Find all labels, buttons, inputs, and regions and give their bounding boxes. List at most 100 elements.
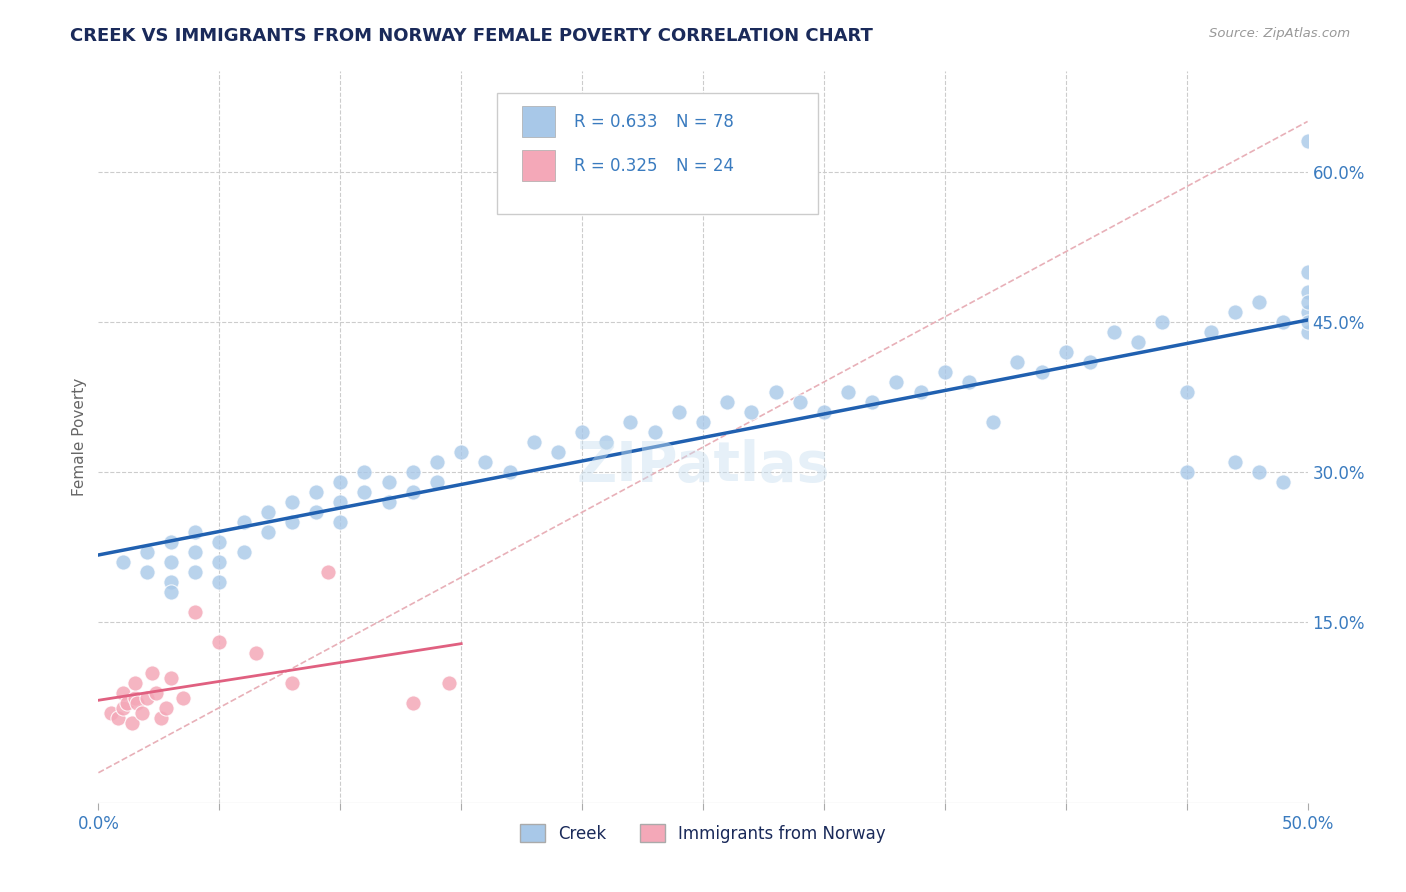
Point (1102, 325, 1125, 339)
Text: ZIPatlas: ZIPatlas (576, 440, 830, 493)
Point (377, 475, 399, 490)
Point (692, 415, 714, 429)
Point (160, 575, 183, 590)
Point (329, 515, 352, 529)
Point (1031, 365, 1053, 379)
Point (437, 675, 460, 690)
Point (160, 585, 183, 599)
Point (124, 675, 146, 690)
Point (1296, 294, 1319, 309)
Point (402, 485, 425, 500)
Point (100, 706, 122, 720)
Point (1296, 285, 1319, 299)
Point (353, 485, 375, 500)
Point (981, 415, 1004, 429)
Text: Source: ZipAtlas.com: Source: ZipAtlas.com (1209, 27, 1350, 40)
Point (716, 395, 738, 409)
Point (644, 425, 666, 439)
Point (377, 495, 399, 509)
Point (1175, 384, 1198, 399)
Point (107, 711, 129, 725)
Point (1272, 475, 1295, 490)
Text: R = 0.633: R = 0.633 (574, 112, 657, 131)
Point (155, 700, 177, 714)
Point (127, 696, 149, 710)
Point (474, 455, 496, 469)
Point (1054, 345, 1077, 359)
Legend: Creek, Immigrants from Norway: Creek, Immigrants from Norway (513, 818, 893, 849)
Point (208, 635, 231, 649)
Point (1199, 325, 1222, 339)
Point (740, 405, 762, 419)
Point (281, 495, 304, 509)
Point (145, 685, 167, 699)
Point (860, 395, 883, 409)
Point (353, 465, 375, 479)
Point (957, 375, 980, 389)
Text: CREEK VS IMMIGRANTS FROM NORWAY FEMALE POVERTY CORRELATION CHART: CREEK VS IMMIGRANTS FROM NORWAY FEMALE P… (70, 27, 873, 45)
Point (117, 696, 139, 710)
Text: N = 24: N = 24 (676, 157, 734, 175)
Point (281, 675, 304, 690)
Point (1078, 355, 1101, 369)
Point (135, 566, 157, 580)
Point (245, 646, 267, 660)
Point (595, 435, 617, 450)
Point (1296, 325, 1319, 339)
Point (141, 665, 163, 680)
Point (1223, 305, 1246, 319)
Point (131, 706, 153, 720)
Point (1296, 305, 1319, 319)
Point (184, 606, 207, 620)
Point (813, 405, 835, 419)
Point (450, 445, 472, 459)
Point (498, 465, 520, 479)
Point (547, 445, 569, 459)
Y-axis label: Female Poverty: Female Poverty (72, 378, 87, 496)
Point (208, 535, 231, 549)
FancyBboxPatch shape (498, 94, 818, 214)
Point (934, 365, 956, 379)
Point (1007, 355, 1029, 369)
Point (1296, 265, 1319, 279)
Point (329, 495, 352, 509)
Point (910, 384, 932, 399)
Point (256, 525, 278, 540)
Point (208, 555, 231, 569)
Point (281, 515, 304, 529)
Point (232, 515, 254, 529)
Point (160, 671, 183, 685)
Point (305, 505, 328, 519)
Point (184, 566, 207, 580)
Point (1128, 334, 1150, 349)
Point (111, 555, 134, 569)
Point (1175, 465, 1198, 479)
Point (256, 505, 278, 519)
Point (1249, 294, 1271, 309)
Point (111, 700, 134, 714)
Point (208, 575, 231, 590)
Point (619, 415, 641, 429)
Bar (522, 106, 555, 137)
Point (124, 690, 146, 705)
Point (1249, 465, 1271, 479)
Point (305, 485, 328, 500)
Text: R = 0.325: R = 0.325 (574, 157, 657, 175)
Point (172, 690, 194, 705)
Point (402, 696, 425, 710)
Point (402, 465, 425, 479)
Point (232, 545, 254, 559)
Point (121, 715, 143, 730)
Text: N = 78: N = 78 (676, 112, 734, 131)
Point (135, 690, 157, 705)
Point (765, 384, 787, 399)
Point (184, 525, 207, 540)
Point (111, 685, 134, 699)
Point (160, 535, 183, 549)
Point (150, 711, 173, 725)
Point (1296, 135, 1319, 149)
Point (1296, 315, 1319, 329)
Point (668, 405, 690, 419)
Bar (522, 151, 555, 181)
Point (886, 375, 908, 389)
